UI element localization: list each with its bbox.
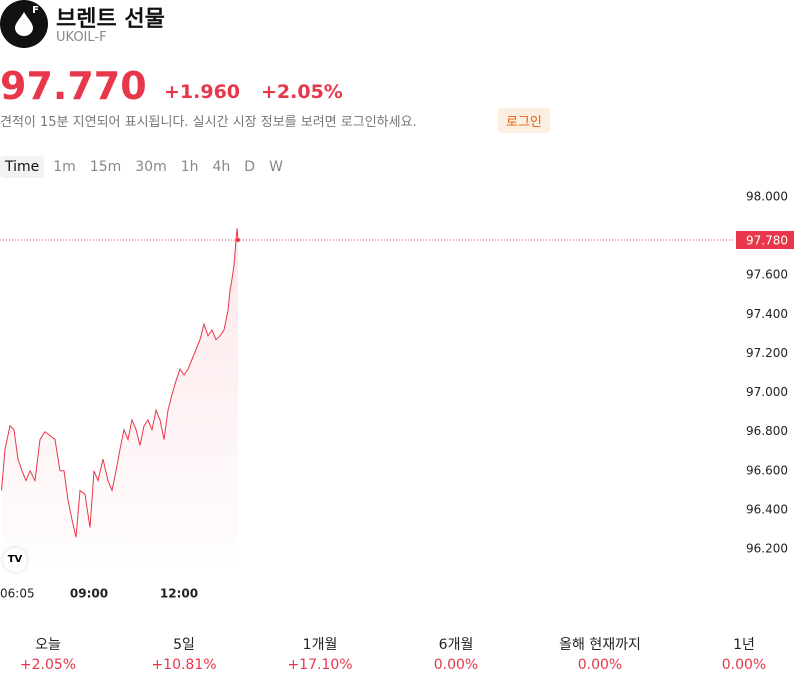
interval-button[interactable]: W bbox=[269, 159, 283, 175]
period-change: +10.81% bbox=[151, 657, 217, 673]
x-tick-label: 06:05 bbox=[0, 587, 35, 601]
last-point bbox=[236, 237, 240, 242]
price: 97.770 bbox=[0, 64, 147, 108]
y-tick-label: 96.400 bbox=[746, 502, 788, 516]
change: +1.960 bbox=[164, 81, 241, 103]
interval-button[interactable]: 1h bbox=[180, 159, 199, 175]
period-label: 1개월 bbox=[302, 637, 338, 653]
period-label: 1년 bbox=[733, 637, 755, 653]
interval-button[interactable]: 4h bbox=[212, 159, 231, 175]
symbol: UKOIL-F bbox=[56, 30, 107, 45]
y-tick-label: 96.800 bbox=[746, 424, 788, 438]
y-tick-label: 97.400 bbox=[746, 307, 788, 321]
y-tick-label: 97.600 bbox=[746, 268, 788, 282]
period-change: +2.05% bbox=[19, 657, 77, 673]
x-tick-label: 09:00 bbox=[70, 587, 108, 601]
logo: F bbox=[0, 0, 48, 48]
period-cell: 6개월 0.00% bbox=[391, 634, 521, 673]
y-tick-label: 96.600 bbox=[746, 463, 788, 477]
login-button[interactable]: 로그인 bbox=[498, 108, 550, 133]
period-cell: 1개월 +17.10% bbox=[255, 634, 385, 673]
period-change: 0.00% bbox=[721, 657, 767, 673]
area-fill bbox=[1, 228, 238, 569]
title: 브렌트 선물 bbox=[56, 7, 165, 32]
period-label: 5일 bbox=[173, 637, 195, 653]
tv-logo: TV bbox=[3, 548, 27, 572]
price-line bbox=[1, 228, 239, 538]
y-tick-label: 97.000 bbox=[746, 385, 788, 399]
period-cell: 5일 +10.81% bbox=[119, 634, 249, 673]
delay-notice: 견적이 15분 지연되어 표시됩니다. 실시간 시장 정보를 보려면 로그인하세… bbox=[0, 115, 417, 130]
last-price-label: 97.780 bbox=[746, 233, 788, 247]
last-price-badge bbox=[736, 230, 794, 249]
period-label: 6개월 bbox=[438, 637, 474, 653]
period-cell: 1년 0.00% bbox=[679, 634, 800, 673]
period-change: 0.00% bbox=[577, 657, 623, 673]
period-cell: 오늘 +2.05% bbox=[0, 634, 113, 673]
x-tick-label: 12:00 bbox=[160, 587, 198, 601]
interval-button[interactable]: 1m bbox=[53, 159, 76, 175]
period-label: 오늘 bbox=[35, 637, 61, 653]
interval-button[interactable]: Time bbox=[0, 156, 45, 178]
drop-icon bbox=[15, 12, 33, 36]
period-change: 0.00% bbox=[433, 657, 479, 673]
change-percent: +2.05% bbox=[261, 81, 343, 103]
y-tick-label: 97.200 bbox=[746, 346, 788, 360]
chart: 96.200 96.400 96.600 96.800 97.000 97.200 97.4… bbox=[0, 189, 794, 601]
y-tick-label: 98.000 bbox=[746, 189, 788, 203]
logo-badge: F bbox=[32, 5, 39, 16]
period-label: 올해 현재까지 bbox=[559, 637, 641, 653]
interval-button[interactable]: 15m bbox=[89, 159, 122, 175]
y-tick-label: 96.200 bbox=[746, 542, 788, 556]
period-cell: 올해 현재까지 0.00% bbox=[535, 634, 665, 673]
interval-button[interactable]: 30m bbox=[135, 159, 167, 175]
period-change: +17.10% bbox=[287, 657, 353, 673]
interval-bar: Time 1m 15m 30m 1h 4h D W bbox=[0, 156, 288, 178]
interval-button[interactable]: D bbox=[244, 159, 256, 175]
